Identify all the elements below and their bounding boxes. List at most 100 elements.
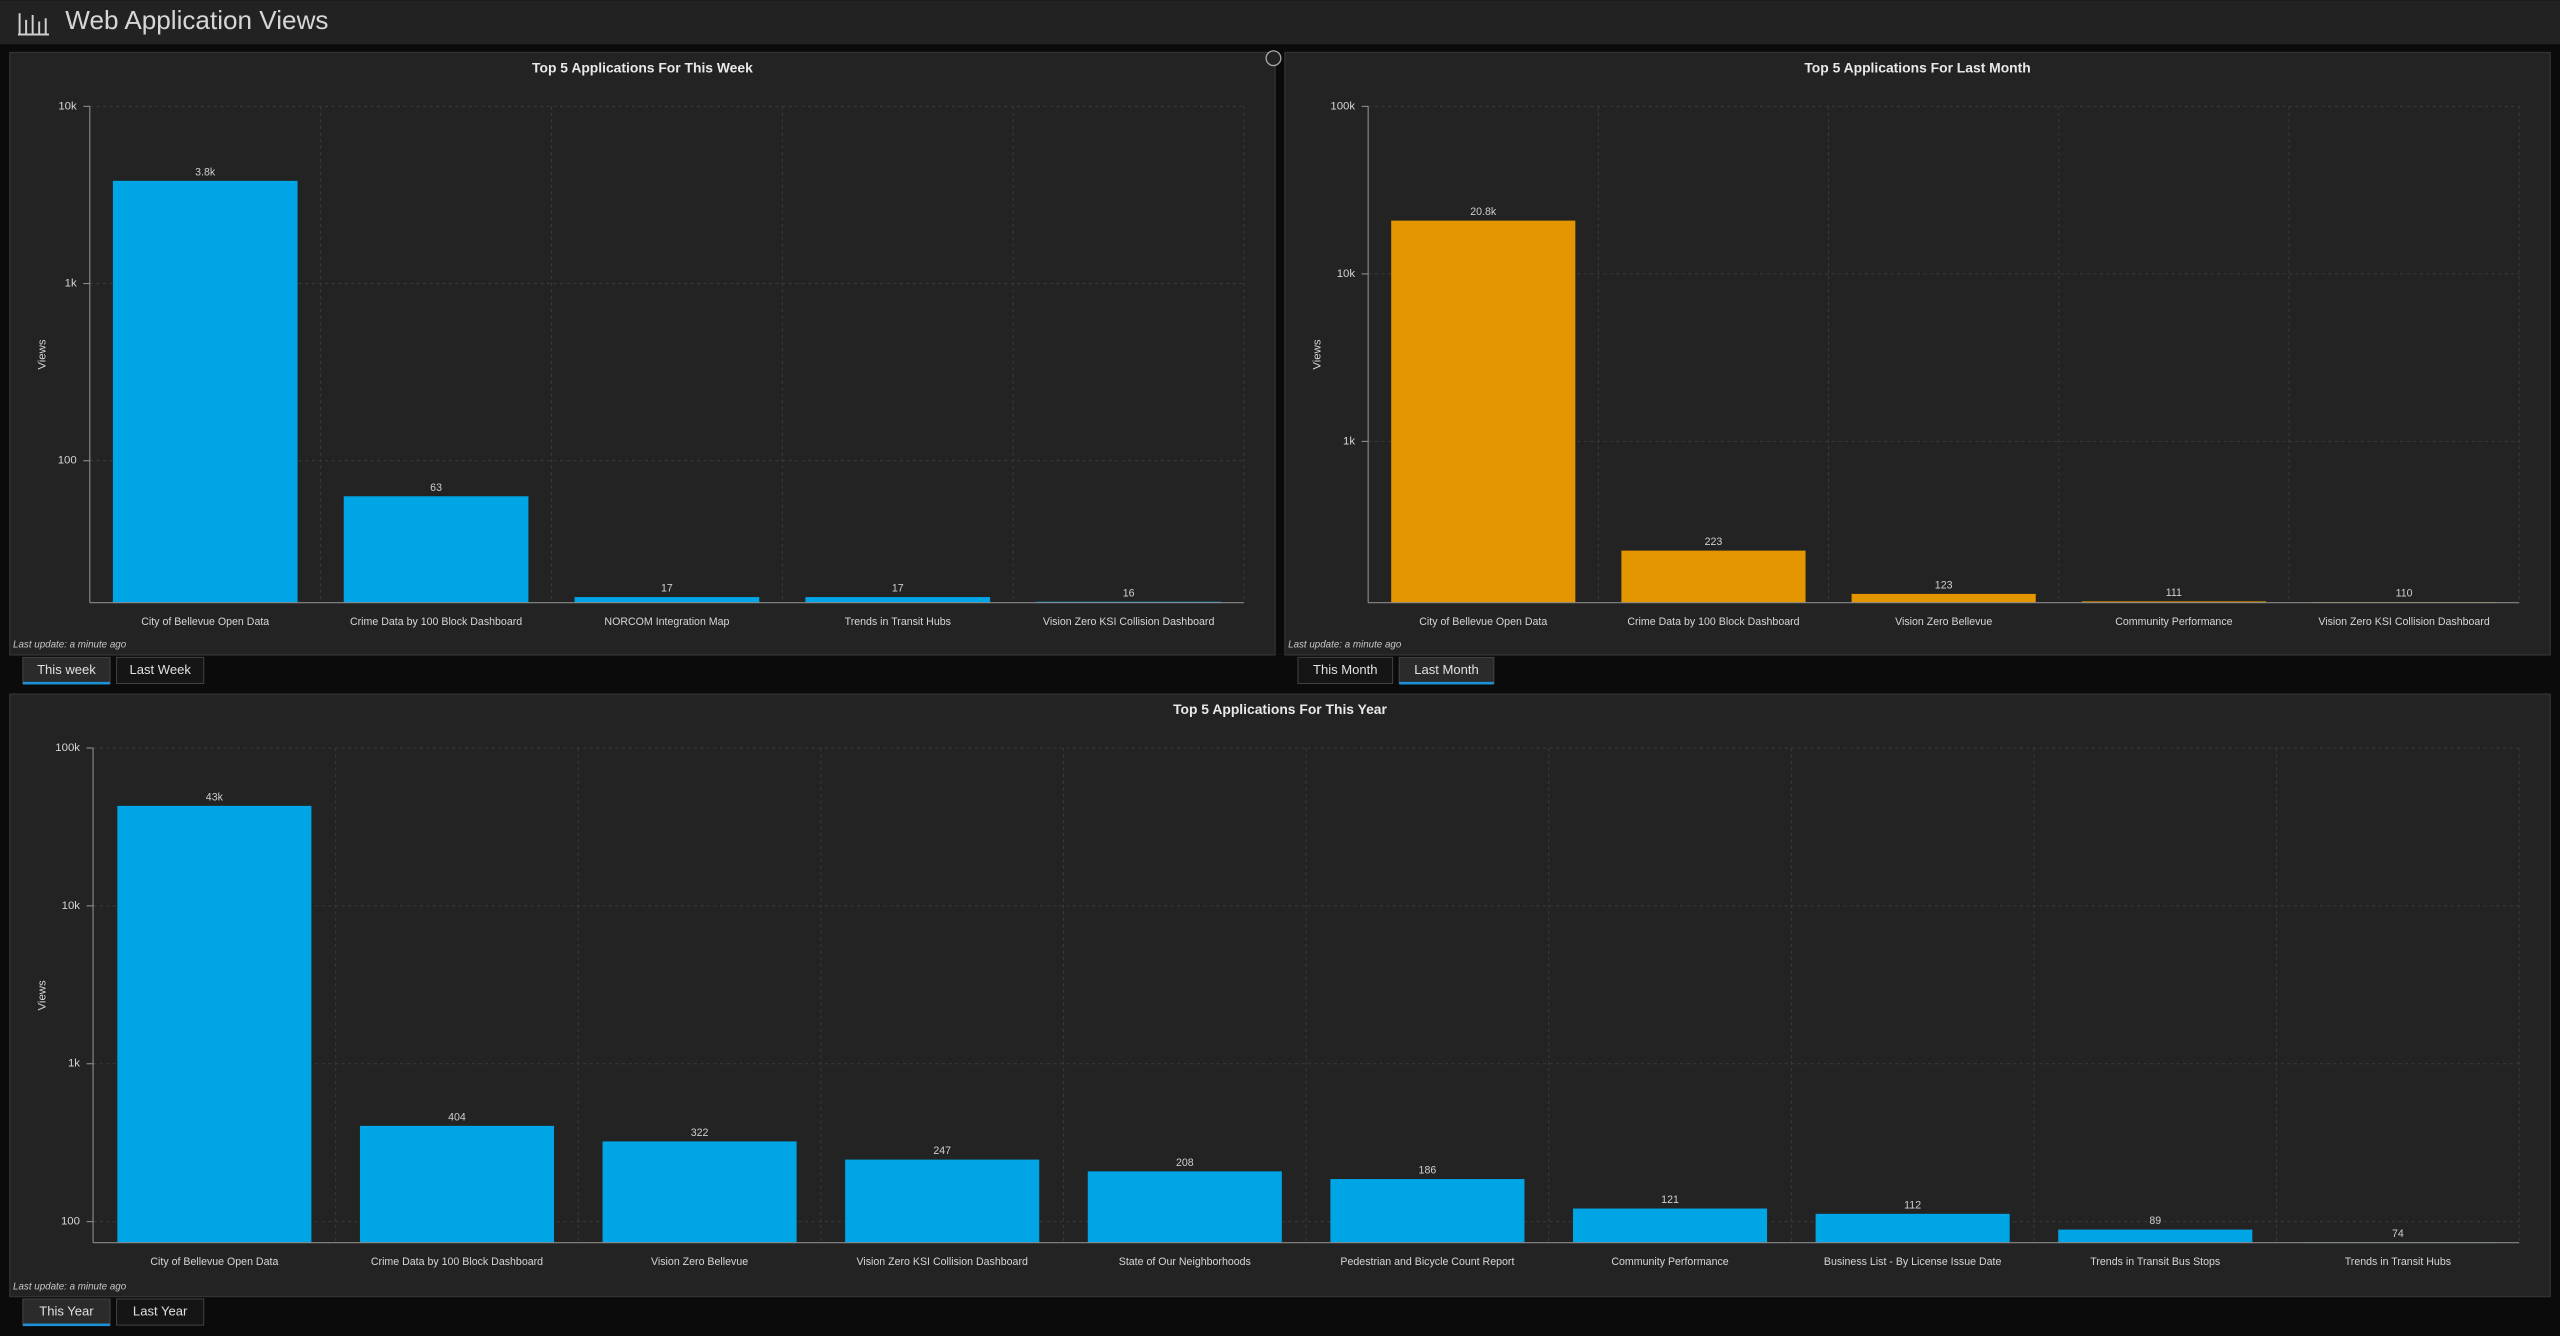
- x-tick-label: City of Bellevue Open Data: [1419, 616, 1547, 628]
- value-label: 223: [1705, 536, 1723, 548]
- header-title: Web Application Views: [65, 5, 328, 35]
- value-label: 20.8k: [1470, 206, 1497, 218]
- bar: [574, 597, 760, 603]
- chart-panel: Top 5 Applications For This Week Views 100…: [9, 51, 1276, 685]
- tab[interactable]: This week: [22, 656, 111, 685]
- layout-handle[interactable]: [1265, 50, 1282, 67]
- y-tick-label: 100k: [1330, 100, 1355, 112]
- tab-label: Last Month: [1414, 662, 1479, 677]
- x-tick-label: Pedestrian and Bicycle Count Report: [1340, 1256, 1514, 1268]
- tab-label: This week: [37, 662, 96, 677]
- tab[interactable]: Last Week: [116, 656, 205, 684]
- x-tick-label: Vision Zero KSI Collision Dashboard: [1043, 616, 1215, 628]
- y-tick-label: 1k: [65, 278, 77, 290]
- bar: [2058, 1229, 2253, 1243]
- tab-background: [116, 1298, 205, 1326]
- x-tick-label: Vision Zero Bellevue: [1895, 616, 1992, 628]
- footnote: Last update: a minute ago: [1288, 640, 1402, 651]
- bar: [1851, 593, 2036, 603]
- value-label: 404: [448, 1111, 466, 1123]
- value-label: 208: [1176, 1157, 1194, 1169]
- tab[interactable]: Last Year: [116, 1298, 205, 1326]
- tab-indicator: [22, 681, 111, 685]
- bar: [845, 1159, 1040, 1243]
- value-label: 3.8k: [195, 166, 216, 178]
- x-tick-label: Community Performance: [1611, 1256, 1728, 1268]
- bar: [359, 1125, 555, 1243]
- value-label: 43k: [206, 791, 224, 803]
- bar: [1087, 1171, 1282, 1243]
- value-label: 322: [691, 1127, 709, 1139]
- value-label: 110: [2396, 588, 2413, 600]
- value-label: 74: [2392, 1228, 2404, 1240]
- tab-indicator: [1399, 681, 1494, 685]
- x-tick-label: Crime Data by 100 Block Dashboard: [350, 616, 522, 628]
- footnote: Last update: a minute ago: [13, 1281, 127, 1292]
- x-tick-label: Trends in Transit Hubs: [845, 616, 951, 628]
- tab-background: [22, 1298, 111, 1326]
- y-tick-label: 10k: [1337, 268, 1356, 280]
- chart-title: Top 5 Applications For This Week: [532, 59, 753, 75]
- bar: [1572, 1208, 1768, 1243]
- y-tick-label: 1k: [68, 1058, 80, 1070]
- tab-background: [22, 656, 111, 684]
- tab-label: Last Week: [129, 662, 191, 677]
- value-label: 186: [1419, 1165, 1437, 1177]
- tab-label: Last Year: [133, 1304, 188, 1319]
- x-tick-label: Vision Zero KSI Collision Dashboard: [2318, 616, 2490, 628]
- bar: [2081, 601, 2266, 603]
- tab-background: [1297, 656, 1394, 684]
- x-tick-label: Trends in Transit Hubs: [2345, 1256, 2451, 1268]
- x-tick-label: City of Bellevue Open Data: [141, 616, 269, 628]
- bar: [117, 805, 312, 1243]
- x-tick-label: Business List - By License Issue Date: [1824, 1256, 2002, 1268]
- y-axis-label: Views: [36, 980, 48, 1011]
- y-tick-label: 100k: [55, 742, 80, 754]
- value-label: 17: [661, 583, 673, 595]
- x-tick-label: Vision Zero Bellevue: [651, 1256, 748, 1268]
- tab-label: This Year: [39, 1304, 94, 1319]
- value-label: 89: [2149, 1215, 2161, 1227]
- x-tick-label: City of Bellevue Open Data: [150, 1256, 278, 1268]
- y-tick-label: 10k: [62, 900, 81, 912]
- tab-indicator: [22, 1323, 111, 1327]
- tab-label: This Month: [1313, 662, 1378, 677]
- x-tick-label: State of Our Neighborhoods: [1119, 1256, 1251, 1268]
- header-bar: [0, 0, 2560, 45]
- header-icon: [17, 13, 49, 36]
- tab[interactable]: This Year: [22, 1298, 111, 1327]
- y-axis-label: Views: [1312, 339, 1324, 370]
- value-label: 17: [892, 583, 904, 595]
- chart-title: Top 5 Applications For Last Month: [1804, 59, 2030, 75]
- tab[interactable]: This Month: [1297, 656, 1394, 684]
- bar: [1621, 550, 1806, 603]
- footnote: Last update: a minute ago: [13, 640, 127, 651]
- chart-panel: Top 5 Applications For Last Month Views 1k…: [1284, 51, 2551, 685]
- value-label: 123: [1935, 580, 1953, 592]
- x-tick-label: Community Performance: [2115, 616, 2232, 628]
- y-tick-label: 1k: [1343, 435, 1355, 447]
- x-tick-label: Trends in Transit Bus Stops: [2090, 1256, 2220, 1268]
- y-axis-label: Views: [36, 339, 48, 370]
- bar: [805, 597, 991, 603]
- bar: [602, 1141, 797, 1243]
- value-label: 16: [1123, 587, 1135, 599]
- value-label: 112: [1904, 1199, 1921, 1211]
- bar: [1391, 220, 1576, 603]
- chart-title: Top 5 Applications For This Year: [1173, 701, 1387, 717]
- value-label: 111: [2166, 587, 2182, 599]
- value-label: 247: [933, 1145, 951, 1157]
- x-tick-label: Crime Data by 100 Block Dashboard: [1627, 616, 1799, 628]
- x-tick-label: Crime Data by 100 Block Dashboard: [371, 1256, 543, 1268]
- bar: [1815, 1213, 2010, 1243]
- y-tick-label: 10k: [58, 100, 77, 112]
- bar: [1330, 1179, 1525, 1243]
- value-label: 63: [430, 482, 442, 494]
- tab-background: [1398, 656, 1495, 684]
- tab[interactable]: Last Month: [1398, 656, 1495, 685]
- y-tick-label: 100: [58, 455, 77, 467]
- tab-background: [116, 656, 205, 684]
- y-tick-label: 100: [61, 1216, 80, 1228]
- value-label: 121: [1661, 1194, 1679, 1206]
